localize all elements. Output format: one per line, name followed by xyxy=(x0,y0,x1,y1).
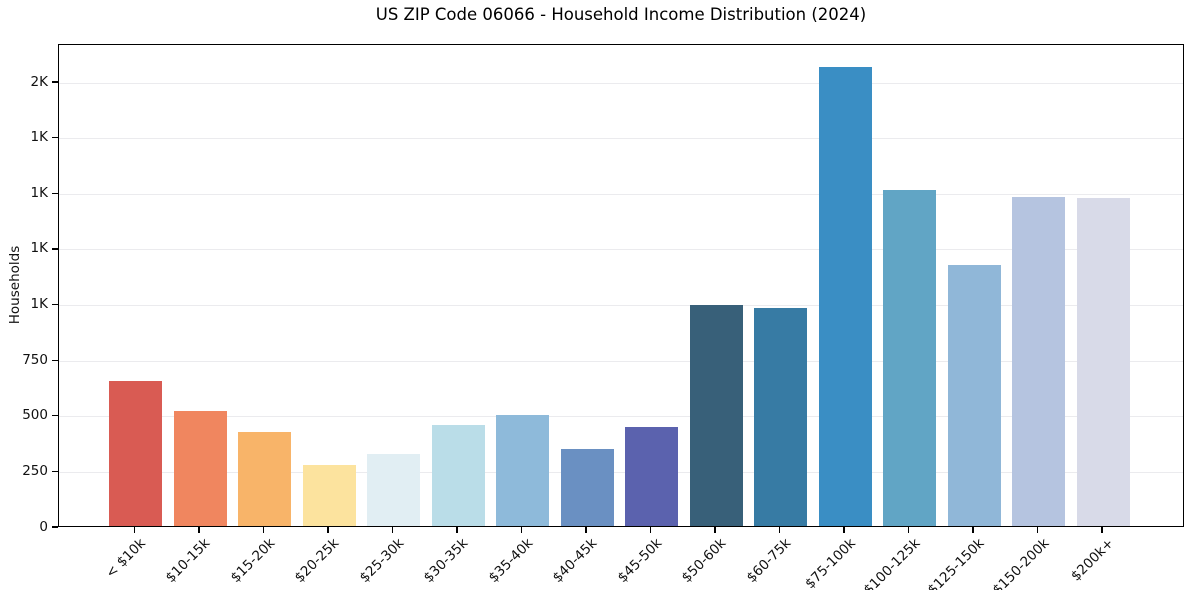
x-tick-0 xyxy=(133,527,136,533)
bar-10 xyxy=(754,308,807,526)
x-tick-label-15: $200k+ xyxy=(1067,535,1117,585)
plot-area xyxy=(58,44,1184,527)
bar-6 xyxy=(496,415,549,526)
x-tick-label-5: $30-35k xyxy=(420,535,472,586)
x-tick-9 xyxy=(714,527,716,533)
bar-8 xyxy=(625,427,678,526)
gridline-500 xyxy=(59,416,1183,418)
bar-13 xyxy=(947,264,1001,526)
bar-7 xyxy=(560,448,614,526)
y-tick-2000 xyxy=(52,81,58,83)
x-tick-10 xyxy=(778,527,781,533)
x-tick-15 xyxy=(1101,527,1103,533)
x-tick-label-0: < $10k xyxy=(103,535,150,582)
bar-2 xyxy=(238,432,291,526)
bar-9 xyxy=(689,304,743,526)
y-tick-label-2000: 2K xyxy=(30,73,48,90)
x-tick-label-12: $100-125k xyxy=(860,535,924,590)
gridline-2000 xyxy=(59,82,1183,84)
bar-15 xyxy=(1076,197,1130,526)
x-tick-7 xyxy=(585,527,587,533)
bar-3 xyxy=(302,464,356,526)
bar-1 xyxy=(173,410,227,526)
x-tick-label-2: $15-20k xyxy=(227,535,279,586)
gridline-1250 xyxy=(59,249,1183,251)
y-tick-label-0: 0 xyxy=(39,518,48,535)
gridline-1000 xyxy=(59,305,1183,307)
bar-11 xyxy=(818,66,872,526)
x-tick-5 xyxy=(456,527,458,533)
y-tick-1750 xyxy=(52,137,58,139)
gridline-1750 xyxy=(59,138,1183,140)
x-tick-label-13: $125-150k xyxy=(924,535,988,590)
x-tick-label-3: $20-25k xyxy=(291,535,343,586)
y-tick-label-500: 500 xyxy=(22,407,48,424)
x-tick-13 xyxy=(972,527,974,533)
y-tick-1000 xyxy=(52,303,58,306)
x-tick-11 xyxy=(843,527,845,533)
y-tick-label-1250: 1K xyxy=(30,240,48,257)
x-tick-4 xyxy=(391,527,394,533)
x-tick-1 xyxy=(198,527,200,533)
y-axis-label: Households xyxy=(7,245,23,325)
x-tick-8 xyxy=(649,527,652,533)
bar-0 xyxy=(109,381,162,526)
x-tick-label-6: $35-40k xyxy=(485,535,537,586)
y-tick-250 xyxy=(52,470,58,473)
x-tick-label-11: $75-100k xyxy=(801,535,859,590)
x-tick-3 xyxy=(327,527,329,533)
y-tick-label-1750: 1K xyxy=(30,129,48,146)
chart-title: US ZIP Code 06066 - Household Income Dis… xyxy=(375,5,867,24)
y-tick-label-1500: 1K xyxy=(30,184,48,201)
y-tick-label-250: 250 xyxy=(22,462,48,479)
y-tick-label-750: 750 xyxy=(22,351,48,368)
gridline-250 xyxy=(59,471,1183,473)
x-tick-label-1: $10-15k xyxy=(162,535,214,586)
bar-5 xyxy=(431,424,485,526)
x-tick-label-14: $150-200k xyxy=(989,535,1053,590)
x-tick-label-10: $60-75k xyxy=(743,535,795,586)
x-tick-12 xyxy=(907,527,910,533)
x-tick-label-4: $25-30k xyxy=(356,535,408,586)
y-tick-label-1000: 1K xyxy=(30,296,48,313)
y-tick-0 xyxy=(52,526,58,528)
bar-12 xyxy=(883,190,936,526)
x-tick-label-7: $40-45k xyxy=(549,535,601,586)
bar-4 xyxy=(367,454,420,526)
bar-14 xyxy=(1012,196,1065,526)
x-tick-label-8: $45-50k xyxy=(614,535,666,586)
gridline-1500 xyxy=(59,193,1183,195)
x-tick-6 xyxy=(520,527,523,533)
x-tick-14 xyxy=(1036,527,1039,533)
y-tick-1500 xyxy=(52,192,58,194)
y-tick-500 xyxy=(52,415,58,417)
gridline-750 xyxy=(59,360,1183,362)
x-tick-2 xyxy=(262,527,265,533)
y-tick-1250 xyxy=(52,248,58,250)
x-tick-label-9: $50-60k xyxy=(678,535,730,586)
y-tick-750 xyxy=(52,359,58,361)
